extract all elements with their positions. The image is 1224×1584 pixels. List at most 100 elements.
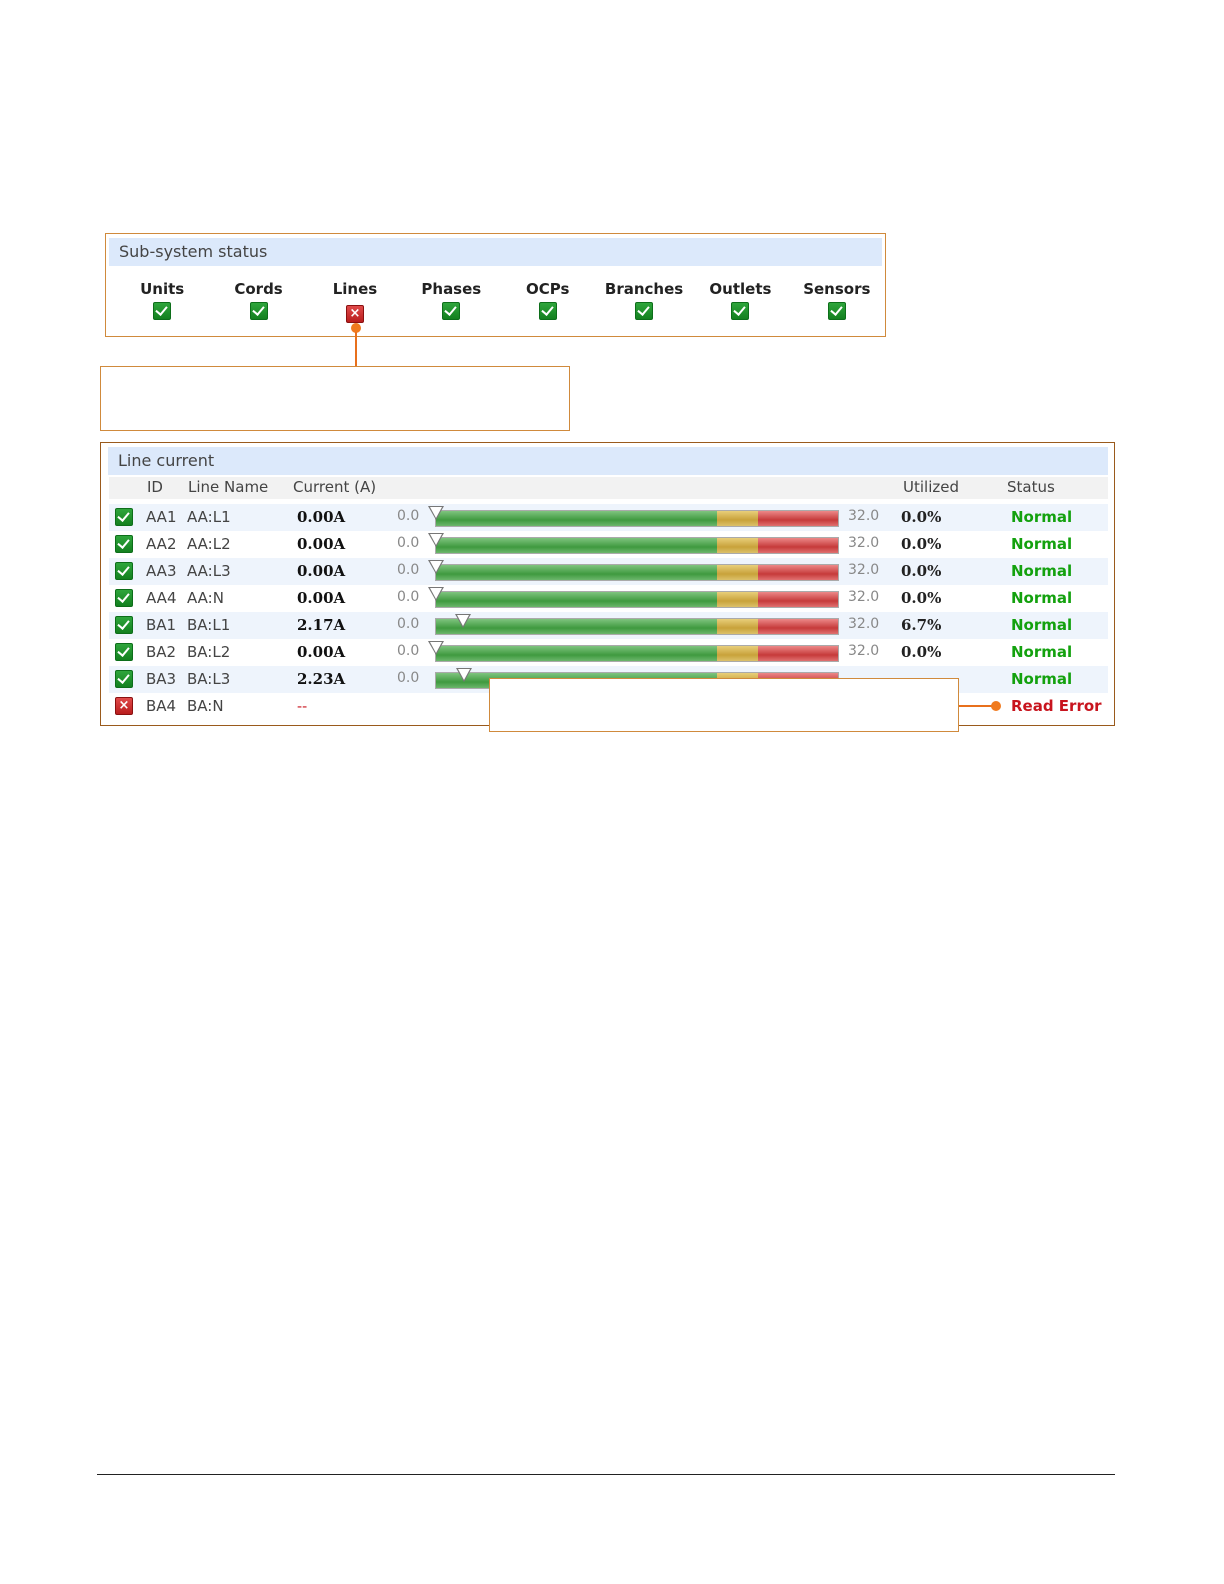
current-gauge	[435, 614, 839, 635]
subsystem-item-units: Units	[114, 280, 210, 324]
gauge-segment	[757, 646, 838, 661]
line-utilized: 0.0%	[901, 508, 942, 526]
table-row: × BA4 BA:N -- Read Error	[109, 693, 1108, 720]
check-icon	[115, 589, 133, 607]
subsystem-items: Units Cords Lines × Phases OCPs Branches Outlet…	[106, 280, 885, 324]
subsystem-label: Phases	[421, 280, 482, 298]
error-x-icon: ×	[345, 305, 364, 323]
line-id: BA1	[146, 616, 177, 634]
gauge-segment	[757, 565, 838, 580]
subsystem-item-ocps: OCPs	[500, 280, 596, 324]
table-row: AA3 AA:L3 0.00A 0.0 32.0 0.0% Normal	[109, 558, 1108, 585]
gauge-min: 0.0	[397, 508, 420, 524]
header-line-name: Line Name	[188, 478, 269, 496]
status-badge: Normal	[1011, 535, 1073, 553]
line-id: AA2	[146, 535, 177, 553]
gauge-segment	[757, 511, 838, 526]
line-id: AA1	[146, 508, 177, 526]
line-current-value: 2.17A	[297, 616, 346, 634]
callout-box-lines	[100, 366, 570, 431]
gauge-max: 32.0	[848, 643, 880, 659]
subsystem-item-outlets: Outlets	[692, 280, 788, 324]
line-name: AA:L2	[187, 535, 231, 553]
status-badge: Normal	[1011, 616, 1073, 634]
line-id: BA4	[146, 697, 177, 715]
line-utilized: 6.7%	[901, 616, 942, 634]
check-icon	[115, 643, 133, 661]
line-id: BA2	[146, 643, 177, 661]
table-row: AA4 AA:N 0.00A 0.0 32.0 0.0% Normal	[109, 585, 1108, 612]
current-gauge	[428, 587, 839, 608]
gauge-min: 0.0	[397, 589, 420, 605]
current-gauge	[428, 533, 839, 554]
line-current-value: 0.00A	[297, 643, 346, 661]
table-row: AA1 AA:L1 0.00A 0.0 32.0 0.0% Normal	[109, 504, 1108, 531]
gauge-max: 32.0	[848, 589, 880, 605]
gauge-marker-icon	[428, 560, 444, 574]
gauge-segment	[436, 565, 718, 580]
line-current-value: 0.00A	[297, 589, 346, 607]
check-icon	[731, 302, 750, 320]
status-badge: Normal	[1011, 508, 1073, 526]
check-icon	[827, 302, 846, 320]
gauge-marker-icon	[428, 641, 444, 655]
header-utilized: Utilized	[903, 478, 959, 496]
subsystem-status-title: Sub-system status	[109, 238, 882, 266]
gauge-segment	[717, 619, 758, 634]
gauge-min: 0.0	[397, 535, 420, 551]
check-icon	[442, 302, 461, 320]
gauge-segment	[436, 592, 718, 607]
gauge-min: 0.0	[397, 616, 420, 632]
subsystem-label: Lines	[332, 280, 378, 298]
gauge-marker-icon	[428, 533, 444, 547]
line-current-value: 2.23A	[297, 670, 346, 688]
gauge-segment	[436, 619, 718, 634]
subsystem-item-cords: Cords	[210, 280, 306, 324]
current-gauge	[428, 506, 839, 527]
callout-connector-read-error	[959, 705, 993, 707]
gauge-min: 0.0	[397, 670, 420, 686]
line-utilized: 0.0%	[901, 535, 942, 553]
gauge-segment	[757, 619, 838, 634]
subsystem-item-branches: Branches	[596, 280, 692, 324]
gauge-max: 32.0	[848, 508, 880, 524]
check-icon	[115, 508, 133, 526]
line-utilized: 0.0%	[901, 589, 942, 607]
subsystem-label: Units	[140, 280, 185, 298]
check-icon	[115, 562, 133, 580]
table-header: ID Line Name Current (A) Utilized Status	[109, 477, 1108, 499]
line-id: AA4	[146, 589, 177, 607]
gauge-segment	[717, 538, 758, 553]
line-id: AA3	[146, 562, 177, 580]
gauge-marker-icon	[428, 506, 444, 520]
error-x-icon: ×	[115, 697, 133, 715]
header-id: ID	[147, 478, 163, 496]
table-row: AA2 AA:L2 0.00A 0.0 32.0 0.0% Normal	[109, 531, 1108, 558]
subsystem-item-phases: Phases	[403, 280, 499, 324]
line-id: BA3	[146, 670, 177, 688]
line-current-title: Line current	[108, 447, 1108, 475]
line-name: AA:N	[187, 589, 224, 607]
gauge-marker-icon	[454, 614, 471, 628]
callout-connector-lines	[355, 332, 357, 366]
gauge-marker-icon	[428, 587, 444, 601]
line-name: BA:L3	[187, 670, 231, 688]
table-row: BA1 BA:L1 2.17A 0.0 32.0 6.7% Normal	[109, 612, 1108, 639]
gauge-segment	[436, 538, 718, 553]
subsystem-label: Branches	[604, 280, 684, 298]
footer-rule	[97, 1474, 1115, 1475]
gauge-segment	[757, 592, 838, 607]
line-current-value: 0.00A	[297, 535, 346, 553]
gauge-max: 32.0	[848, 535, 880, 551]
gauge-segment	[717, 511, 758, 526]
gauge-min: 0.0	[397, 562, 420, 578]
subsystem-label: Cords	[234, 280, 283, 298]
line-name: BA:L2	[187, 643, 231, 661]
callout-dot-read-error	[991, 701, 1001, 711]
check-icon	[115, 670, 133, 688]
line-name: AA:L1	[187, 508, 231, 526]
gauge-segment	[717, 565, 758, 580]
gauge-min: 0.0	[397, 643, 420, 659]
header-current: Current (A)	[293, 478, 377, 496]
check-icon	[115, 535, 133, 553]
